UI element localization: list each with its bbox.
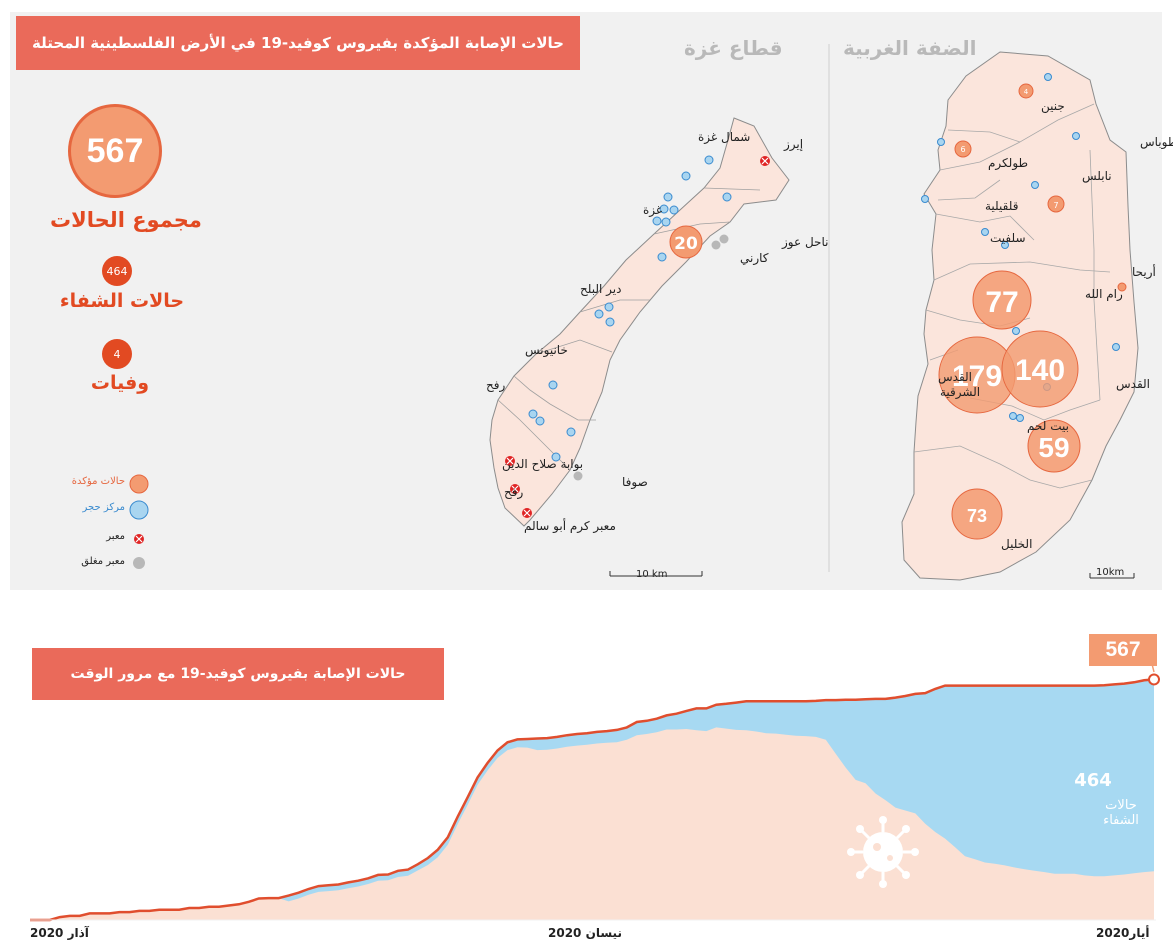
case-marker-nablus: 7 [1047, 195, 1065, 213]
label-jerusalem: القدس [1116, 377, 1150, 392]
legend-quarantine-icon [129, 500, 149, 520]
svg-text:6: 6 [960, 145, 965, 154]
label-hebron: الخليل [1001, 537, 1032, 551]
legend-crossing-label: معبر [106, 531, 125, 542]
label-kerem-shalom: معبر كرم أبو سالم [524, 518, 616, 534]
x-axis-label-april: نيسان 2020 [548, 926, 622, 940]
gaza-scale-label: 10 km [636, 569, 667, 580]
crossing-markers [505, 156, 770, 518]
label-ramallah: رام الله [1085, 287, 1123, 302]
total-cases-circle: 567 [68, 104, 162, 198]
svg-text:179: 179 [952, 360, 1002, 393]
place-labels: شمال غزة غزة دير البلح خانيونس رفح إيرز … [486, 99, 1173, 551]
recovered-dot: 464 [102, 256, 132, 286]
deaths-dot: 4 [102, 339, 132, 369]
chart-recovered-label: حالات الشفاء [1103, 798, 1139, 828]
virus-icon [847, 816, 919, 888]
label-khan-younis: خانيونس [525, 343, 568, 358]
label-east-jerusalem-2: الشرقية [940, 385, 980, 400]
chart-title-banner: حالات الإصابة بفيروس كوفيد-19 مع مرور ال… [32, 648, 444, 700]
svg-text:20: 20 [674, 234, 698, 254]
svg-text:73: 73 [967, 506, 987, 526]
region-title-west-bank: الضفة الغربية [843, 36, 977, 60]
legend-closed-crossing-icon [133, 557, 145, 569]
case-circles: 20 4 6 7 77 179 140 59 [669, 83, 1127, 540]
case-marker-bethlehem: 59 [1027, 419, 1081, 473]
svg-text:59: 59 [1038, 432, 1069, 463]
total-cases-line [30, 678, 1155, 922]
case-marker-jericho [1117, 282, 1127, 292]
legend-quarantine-label: مركز حجر [82, 502, 126, 513]
svg-text:7: 7 [1053, 201, 1058, 210]
west-bank-scale-bar [1089, 573, 1135, 579]
label-rafah: رفح [486, 378, 505, 393]
total-area [30, 679, 1154, 920]
case-marker-hebron: 73 [951, 488, 1003, 540]
label-tubas: طوباس [1140, 135, 1173, 150]
crossing-salah-icon [505, 456, 515, 466]
label-east-jerusalem-1: القدس [938, 370, 972, 385]
legend-crossing-icon [134, 534, 144, 544]
label-jericho: أريحا [1132, 264, 1156, 280]
label-karni: كارني [740, 251, 769, 266]
svg-text:140: 140 [1015, 354, 1065, 387]
gaza-scale-bar [609, 571, 703, 577]
line-end-marker [1148, 673, 1160, 686]
label-north-gaza: شمال غزة [698, 130, 750, 145]
total-cases-label: مجموع الحالات [50, 208, 202, 232]
x-axis-label-march: آذار 2020 [30, 926, 89, 940]
label-tulkarm: طولكرم [988, 156, 1028, 171]
case-marker-east-jerusalem: 179 [938, 336, 1016, 414]
closed-crossing-sufa-icon [573, 471, 583, 481]
chart-recovered-value: 464 [1074, 770, 1112, 791]
label-nahal-oz: ناحل عوز [781, 235, 828, 250]
map-title-banner: حالات الإصابة المؤكدة بفيروس كوفيد-19 في… [16, 16, 580, 70]
label-rafah-crossing: رفح [504, 485, 523, 500]
closed-crossing-nahal-icon [719, 234, 729, 244]
legend-closed-crossing-label: معبر مغلق [81, 556, 125, 567]
gaza-map: 10 km [489, 117, 790, 580]
closed-crossing-karni-icon [711, 240, 721, 250]
case-marker-tulkarm: 6 [954, 140, 972, 158]
gaza-strip-shape [489, 117, 790, 527]
deaths-label: وفيات [90, 372, 150, 394]
svg-text:77: 77 [985, 286, 1018, 319]
west-bank-scale-label: 10km [1096, 567, 1124, 578]
svg-text:4: 4 [1024, 88, 1029, 96]
west-bank-district-borders [913, 103, 1111, 489]
legend-symbols [129, 474, 149, 569]
crossing-kerem-icon [522, 508, 532, 518]
quarantine-markers [528, 73, 1120, 462]
case-marker-gaza: 20 [669, 225, 703, 259]
label-nablus: نابلس [1082, 169, 1112, 184]
region-title-gaza: قطاع غزة [684, 36, 783, 60]
label-erez: إيرز [783, 137, 803, 152]
x-axis-label-may: أيار2020 [1096, 926, 1150, 940]
case-marker-jerusalem: 140 [1001, 330, 1079, 408]
gaza-district-borders [497, 187, 761, 471]
case-marker-jenin: 4 [1018, 83, 1034, 99]
label-salfit: سلفيت [990, 231, 1026, 245]
crossing-erez-icon [760, 156, 770, 166]
legend-confirmed-icon [129, 474, 149, 494]
chart-total-badge: 567 [1089, 634, 1157, 666]
label-bethlehem: بيت لحم [1027, 419, 1069, 433]
label-salah-gate: بوابة صلاح الدين [502, 457, 583, 472]
map-layer: 10 km 10km [129, 44, 1173, 581]
label-deir-albalah: دير البلح [580, 282, 621, 297]
legend-confirmed-label: حالات مؤكدة [71, 476, 125, 487]
active-area [30, 727, 1154, 920]
crossing-rafah-icon [510, 484, 520, 494]
recovered-label: حالات الشفاء [59, 290, 185, 312]
label-gaza-city: غزة [643, 203, 662, 218]
case-marker-ramallah: 77 [972, 270, 1032, 330]
label-sufa: صوفا [622, 475, 648, 490]
label-jenin: جنين [1041, 99, 1065, 114]
label-qalqilya: قلقيلية [985, 199, 1018, 213]
